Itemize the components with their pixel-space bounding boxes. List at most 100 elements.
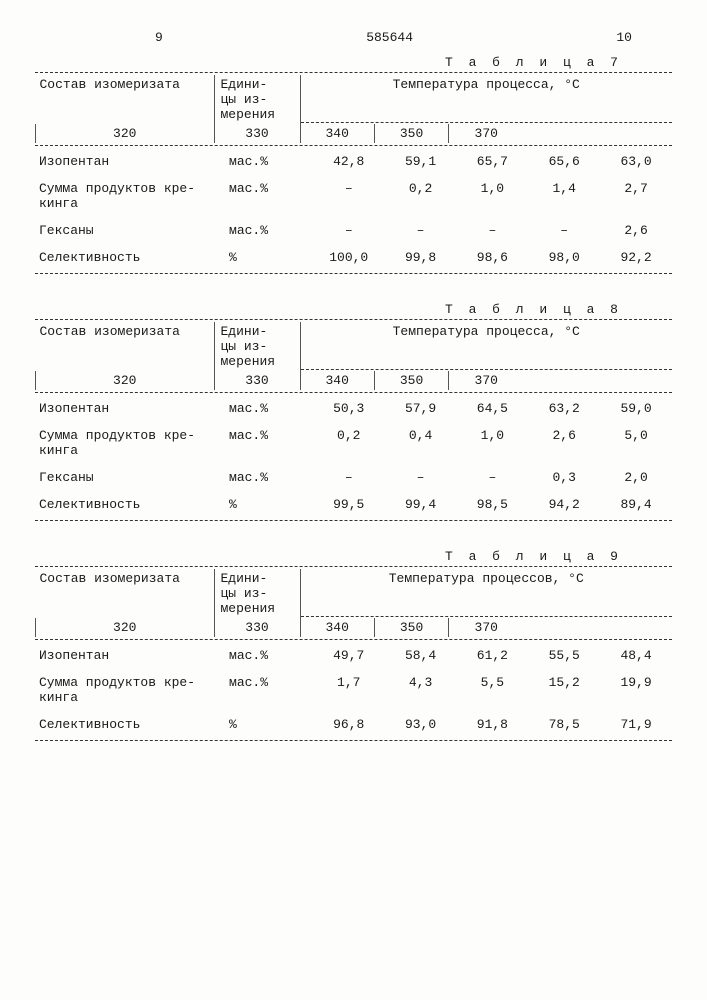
col-units: Едини-цы из-мерения	[214, 569, 300, 618]
row-unit: %	[223, 711, 313, 738]
cell-value: 55,5	[528, 642, 600, 669]
temp-col-370: 370	[449, 371, 523, 390]
cell-value: 100,0	[313, 244, 385, 271]
col-temperature: Температура процесса, °С	[300, 322, 672, 369]
temp-col-320: 320	[36, 124, 215, 143]
tables-container: Т а б л и ц а 7Состав изомеризатаЕдини-ц…	[35, 55, 672, 741]
col-temperature: Температура процессов, °С	[300, 569, 672, 616]
cell-value: 0,2	[313, 422, 385, 464]
cell-value: 93,0	[385, 711, 457, 738]
cell-value: –	[385, 217, 457, 244]
row-unit: мас.%	[223, 642, 313, 669]
cell-value: 15,2	[528, 669, 600, 711]
cell-value: 63,0	[600, 148, 672, 175]
row-name: Сумма продуктов кре-кинга	[35, 175, 223, 217]
table-head: Состав изомеризатаЕдини-цы из-меренияТем…	[35, 569, 672, 637]
row-unit: мас.%	[223, 669, 313, 711]
cell-value: –	[456, 217, 528, 244]
cell-value: 2,6	[528, 422, 600, 464]
cell-value: 48,4	[600, 642, 672, 669]
table-body: Изопентанмас.%42,859,165,765,663,0Сумма …	[35, 148, 672, 271]
cell-value: 99,5	[313, 491, 385, 518]
table-row: Сумма продуктов кре-кингамас.%0,20,41,02…	[35, 422, 672, 464]
row-unit: %	[223, 491, 313, 518]
row-name: Гексаны	[35, 217, 223, 244]
cell-value: 0,2	[385, 175, 457, 217]
table-row: Селективность%100,099,898,698,092,2	[35, 244, 672, 271]
col-temperature: Температура процесса, °С	[300, 75, 672, 122]
row-name: Сумма продуктов кре-кинга	[35, 669, 223, 711]
cell-value: 91,8	[456, 711, 528, 738]
table-body: Изопентанмас.%50,357,964,563,259,0Сумма …	[35, 395, 672, 518]
temp-col-340: 340	[300, 618, 374, 637]
cell-value: 96,8	[313, 711, 385, 738]
table-row: Гексанымас.%––––2,6	[35, 217, 672, 244]
row-name: Гексаны	[35, 464, 223, 491]
row-unit: мас.%	[223, 395, 313, 422]
temp-col-330: 330	[214, 371, 300, 390]
table-row: Селективность%99,599,498,594,289,4	[35, 491, 672, 518]
cell-value: 1,0	[456, 175, 528, 217]
row-name: Изопентан	[35, 148, 223, 175]
cell-value: 1,0	[456, 422, 528, 464]
row-name: Селективность	[35, 491, 223, 518]
cell-value: 64,5	[456, 395, 528, 422]
temp-col-350: 350	[374, 124, 448, 143]
cell-value: –	[385, 464, 457, 491]
cell-value: –	[313, 217, 385, 244]
cell-value: –	[456, 464, 528, 491]
cell-value: 0,3	[528, 464, 600, 491]
cell-value: 2,7	[600, 175, 672, 217]
row-unit: мас.%	[223, 217, 313, 244]
cell-value: 98,6	[456, 244, 528, 271]
cell-value: 1,4	[528, 175, 600, 217]
row-unit: мас.%	[223, 175, 313, 217]
table-caption: Т а б л и ц а 7	[35, 55, 672, 70]
cell-value: 99,4	[385, 491, 457, 518]
cell-value: 63,2	[528, 395, 600, 422]
table-caption: Т а б л и ц а 8	[35, 302, 672, 317]
cell-value: 57,9	[385, 395, 457, 422]
table-row: Изопентанмас.%42,859,165,765,663,0	[35, 148, 672, 175]
table-caption: Т а б л и ц а 9	[35, 549, 672, 564]
cell-value: 89,4	[600, 491, 672, 518]
row-name: Изопентан	[35, 642, 223, 669]
table-row: Селективность%96,893,091,878,571,9	[35, 711, 672, 738]
temp-col-370: 370	[449, 618, 523, 637]
cell-value: 5,5	[456, 669, 528, 711]
col-composition: Состав изомеризата	[36, 75, 215, 124]
table-row: Изопентанмас.%49,758,461,255,548,4	[35, 642, 672, 669]
cell-value: 59,0	[600, 395, 672, 422]
cell-value: 78,5	[528, 711, 600, 738]
temp-col-320: 320	[36, 371, 215, 390]
cell-value: 5,0	[600, 422, 672, 464]
table-row: Изопентанмас.%50,357,964,563,259,0	[35, 395, 672, 422]
cell-value: –	[313, 175, 385, 217]
row-name: Изопентан	[35, 395, 223, 422]
cell-value: 19,9	[600, 669, 672, 711]
row-unit: %	[223, 244, 313, 271]
cell-value: 65,6	[528, 148, 600, 175]
col-composition: Состав изомеризата	[36, 322, 215, 371]
table-row: Сумма продуктов кре-кингамас.%–0,21,01,4…	[35, 175, 672, 217]
temp-col-370: 370	[449, 124, 523, 143]
col-units: Едини-цы из-мерения	[214, 75, 300, 124]
page-right-num: 10	[616, 30, 632, 45]
table-block: Т а б л и ц а 7 Состав изомеризатаЕдини-ц…	[35, 55, 672, 274]
row-name: Селективность	[35, 711, 223, 738]
col-composition: Состав изомеризата	[36, 569, 215, 618]
cell-value: 49,7	[313, 642, 385, 669]
row-unit: мас.%	[223, 464, 313, 491]
cell-value: 1,7	[313, 669, 385, 711]
temp-col-350: 350	[374, 618, 448, 637]
cell-value: 58,4	[385, 642, 457, 669]
cell-value: 2,0	[600, 464, 672, 491]
temp-col-350: 350	[374, 371, 448, 390]
cell-value: 50,3	[313, 395, 385, 422]
cell-value: 99,8	[385, 244, 457, 271]
cell-value: 4,3	[385, 669, 457, 711]
temp-col-340: 340	[300, 371, 374, 390]
cell-value: 94,2	[528, 491, 600, 518]
cell-value: 42,8	[313, 148, 385, 175]
cell-value: 98,0	[528, 244, 600, 271]
